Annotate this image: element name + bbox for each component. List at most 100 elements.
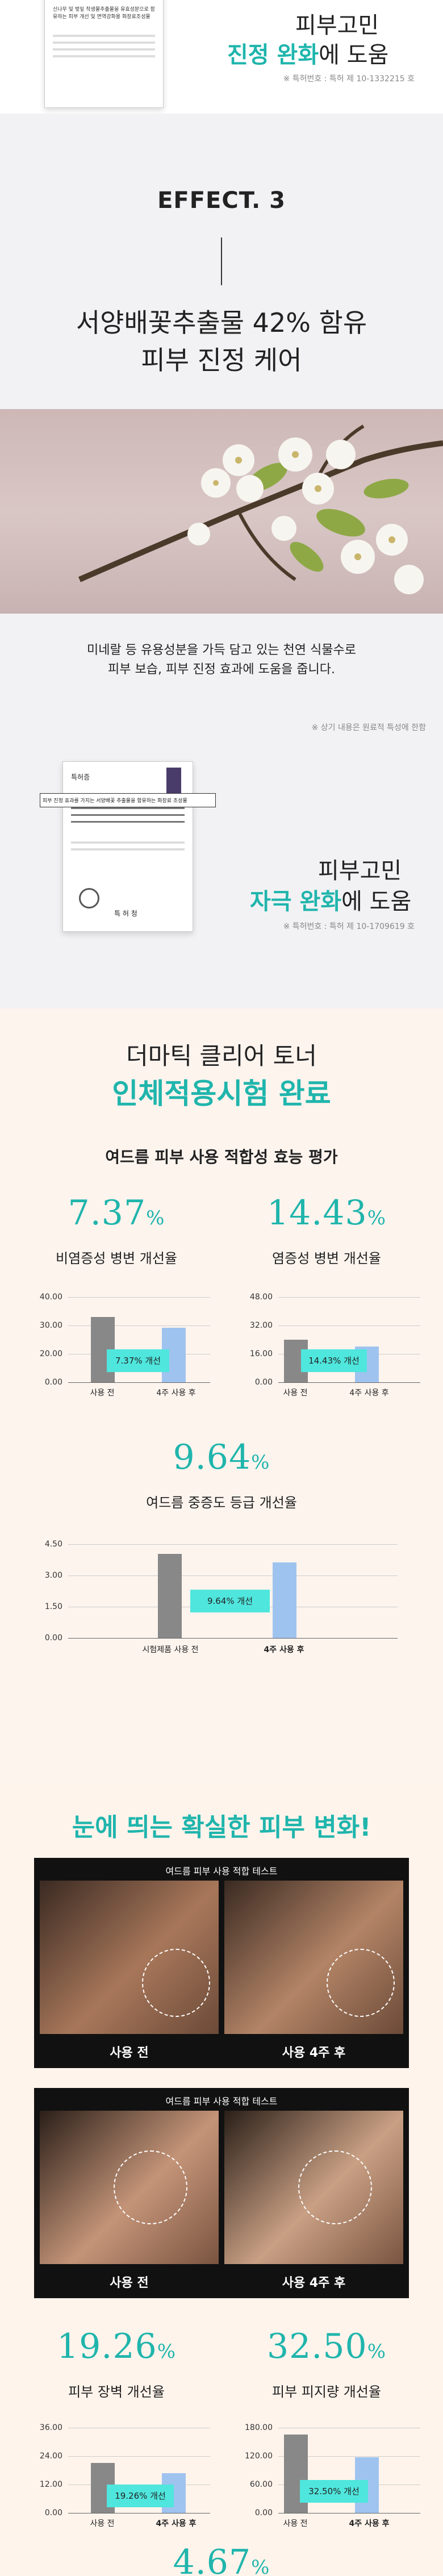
stat6-number: 4.67: [173, 2542, 252, 2576]
chart4-tick-0: 36.00: [39, 2423, 62, 2432]
stat2-value: 14.43%: [222, 1193, 432, 1233]
before-label-2: 사용 전: [110, 2276, 149, 2290]
chart1-label-before: 사용 전: [90, 1389, 115, 1398]
effect-label: EFFECT. 3: [157, 187, 286, 214]
chart1-tick-1: 30.00: [39, 1321, 62, 1330]
title-line2: 진정 완화에 도움: [227, 36, 388, 69]
stat1-unit: %: [146, 1207, 165, 1229]
stat2-unit: %: [367, 1207, 387, 1229]
visible-change-section: 눈에 띄는 확실한 피부 변화! 여드름 피부 사용 적합 테스트 사용 전 사…: [0, 1784, 443, 2576]
heading-line1: 서양배꽃추출물 42% 함유: [76, 307, 367, 338]
chart2-tick-1: 32.00: [249, 1321, 273, 1330]
title-suffix: 에 도움: [319, 42, 389, 68]
highlight-circle: [142, 1949, 210, 2017]
chart5-tick-1: 120.00: [245, 2452, 273, 2461]
chart1-arrow: 7.37% 개선: [107, 1349, 169, 1372]
test1-title: 여드름 피부 사용 적합 테스트: [165, 1866, 278, 1877]
chart2-arrow: 14.43% 개선: [301, 1349, 367, 1372]
chart1-tick-3: 0.00: [44, 1378, 62, 1387]
stat3-unit: %: [251, 1451, 270, 1474]
effect3-section: EFFECT. 3 서양배꽃추출물 42% 함유 피부 진정 케어: [0, 114, 443, 409]
pear-blossom-image: [0, 409, 443, 614]
chart3: 4.50 3.00 1.50 0.00 9.64% 개선 시험제품 사용 전 4…: [34, 1540, 398, 1670]
chart5-arrow: 32.50% 개선: [300, 2480, 368, 2503]
stat3-value: 9.64%: [0, 1437, 443, 1477]
chart2-label-before: 사용 전: [283, 1389, 308, 1398]
stat5-value: 32.50%: [222, 2327, 432, 2366]
chart3-tick-2: 1.50: [44, 1602, 62, 1611]
patent-section-2: 미네랄 등 유용성분을 가득 담고 있는 천연 식물수로 피부 보습, 피부 진…: [0, 614, 443, 1008]
chart2: 48.00 32.00 16.00 0.00 14.43% 개선 사용 전 4주…: [222, 1293, 432, 1406]
chart4-label-before: 사용 전: [90, 2519, 115, 2528]
title-highlight: 진정 완화: [227, 42, 319, 68]
chart4: 36.00 24.00 12.00 0.00 19.26% 개선 사용 전 4주…: [11, 2423, 222, 2537]
after-label-2: 사용 4주 후: [282, 2276, 346, 2290]
desc-line2: 피부 보습, 피부 진정 효과에 도움을 줍니다.: [107, 662, 336, 677]
chart5-label-after: 4주 사용 후: [349, 2519, 390, 2528]
heading-line1: 더마틱 클리어 토너: [126, 1042, 317, 1070]
stat4-number: 19.26: [56, 2327, 157, 2366]
desc-line1: 미네랄 등 유용성분을 가득 담고 있는 천연 식물수로: [87, 643, 356, 657]
chart5-tick-3: 0.00: [254, 2508, 273, 2517]
chart4-label-after: 4주 사용 후: [156, 2519, 197, 2528]
chart3-arrow: 9.64% 개선: [190, 1590, 270, 1612]
highlight-circle: [327, 1949, 395, 2017]
footnote: ※ 상기 내용은 원료적 특성에 한함: [311, 723, 426, 732]
stat5-unit: %: [367, 2340, 387, 2363]
stat2-number: 14.43: [266, 1193, 367, 1233]
chart3-tick-0: 4.50: [44, 1540, 62, 1549]
test-photo-1: 여드름 피부 사용 적합 테스트 사용 전 사용 4주 후: [34, 1858, 409, 2068]
chart1-tick-0: 40.00: [39, 1293, 62, 1302]
chart3-bar-after: [273, 1562, 296, 1638]
cert-title: 특허증: [71, 773, 90, 781]
stat3-label: 여드름 중증도 등급 개선율: [146, 1495, 297, 1511]
chart4-tick-1: 24.00: [39, 2452, 62, 2461]
title-line1-b: 피부고민: [318, 858, 402, 884]
chart2-tick-0: 48.00: [249, 1293, 273, 1302]
stat4-label: 피부 장벽 개선율: [68, 2384, 165, 2400]
chart3-label-after: 4주 사용 후: [264, 1645, 304, 1654]
test-photo-2: 여드름 피부 사용 적합 테스트 사용 전 사용 4주 후: [34, 2088, 409, 2298]
patent-number: ※ 특허번호 : 특허 제 10-1332215 호: [283, 74, 415, 84]
heading-line2: 인체적용시험 완료: [112, 1077, 331, 1110]
chart1-tick-2: 20.00: [39, 1349, 62, 1358]
stat5-label: 피부 피지량 개선율: [272, 2384, 381, 2400]
chart5-tick-2: 60.00: [249, 2480, 273, 2489]
stat3-number: 9.64: [173, 1437, 252, 1477]
stat2-label: 염증성 병변 개선율: [272, 1251, 381, 1266]
chart5: 180.00 120.00 60.00 0.00 32.50% 개선 사용 전 …: [222, 2423, 432, 2537]
title-line2-b: 자극 완화에 도움: [250, 883, 411, 916]
chart5-tick-0: 180.00: [245, 2423, 273, 2432]
chart1-label-after: 4주 사용 후: [156, 1389, 196, 1398]
chart4-tick-2: 12.00: [39, 2480, 62, 2489]
chart4-arrow: 19.26% 개선: [107, 2485, 174, 2507]
chart3-tick-1: 3.00: [44, 1571, 62, 1580]
pear-blossom-illustration: [78, 424, 443, 594]
heading: 눈에 띄는 확실한 피부 변화!: [72, 1813, 371, 1842]
highlight-circle: [114, 2150, 187, 2224]
title-highlight-b: 자극 완화: [250, 889, 342, 915]
certificate-text: 신나무 및 벚잎 착생물추출물을 유효성분으로 함유하는 피부 개선 및 면역강…: [53, 7, 155, 20]
chart3-bar-before: [158, 1554, 182, 1638]
stat4-unit: %: [157, 2340, 177, 2363]
title-suffix-b: 에 도움: [341, 889, 412, 915]
divider: [221, 237, 222, 285]
before-label-1: 사용 전: [110, 2046, 149, 2060]
test2-title: 여드름 피부 사용 적합 테스트: [165, 2096, 278, 2107]
after-label-1: 사용 4주 후: [282, 2046, 346, 2060]
cert-seal: [79, 888, 99, 908]
chart1: 40.00 30.00 20.00 0.00 7.37% 개선 사용 전 4주 …: [11, 1293, 222, 1406]
patent-certificate-image-2: 특허증 특 허 청: [62, 761, 193, 932]
chart4-tick-3: 0.00: [44, 2508, 62, 2517]
patent-section-1: 신나무 및 벚잎 착생물추출물을 유효성분으로 함유하는 피부 개선 및 면역강…: [0, 0, 443, 114]
patent-certificate-image: 신나무 및 벚잎 착생물추출물을 유효성분으로 함유하는 피부 개선 및 면역강…: [44, 0, 164, 108]
stat5-number: 32.50: [266, 2327, 367, 2366]
cert-sign: 특 허 청: [114, 910, 137, 918]
stat6-value: 4.67%: [0, 2542, 443, 2576]
stat4-value: 19.26%: [11, 2327, 222, 2366]
chart3-tick-3: 0.00: [44, 1633, 62, 1643]
stat6-unit: %: [251, 2556, 270, 2576]
chart2-tick-3: 0.00: [254, 1378, 273, 1387]
chart5-label-before: 사용 전: [283, 2519, 308, 2528]
stat1-number: 7.37: [68, 1193, 147, 1233]
